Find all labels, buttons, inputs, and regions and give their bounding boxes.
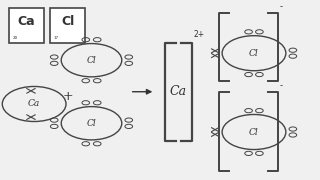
Text: 2+: 2+: [194, 30, 204, 39]
Text: 17: 17: [54, 36, 59, 40]
Text: -: -: [279, 81, 283, 90]
Text: Ca: Ca: [28, 100, 40, 109]
Text: Cl: Cl: [61, 15, 74, 28]
FancyBboxPatch shape: [50, 8, 85, 43]
Text: Ca: Ca: [17, 15, 35, 28]
Text: Cl: Cl: [249, 49, 259, 58]
Text: +: +: [62, 91, 73, 104]
Text: Ca: Ca: [170, 85, 187, 98]
Text: 20: 20: [12, 36, 18, 40]
Text: Cl: Cl: [87, 56, 96, 65]
Text: Cl: Cl: [87, 119, 96, 128]
Text: -: -: [279, 2, 283, 11]
FancyBboxPatch shape: [9, 8, 44, 43]
Text: Cl: Cl: [249, 127, 259, 136]
